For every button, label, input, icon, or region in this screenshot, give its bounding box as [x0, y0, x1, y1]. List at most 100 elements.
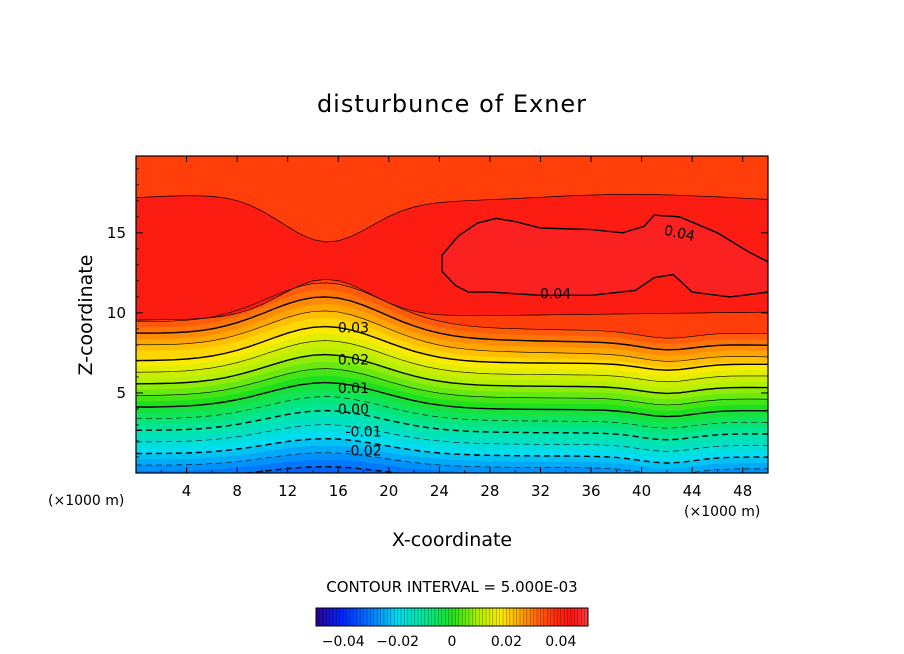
colorbar-cell — [520, 608, 524, 626]
colorbar-cell — [537, 608, 541, 626]
band-30 — [136, 475, 768, 489]
colorbar-cell — [452, 608, 456, 626]
colorbar-cell — [506, 608, 511, 626]
contour-line — [136, 452, 768, 473]
colorbar-cell — [445, 608, 449, 626]
colorbar-tick-label: 0.04 — [545, 634, 576, 650]
colorbar-cell — [377, 608, 381, 626]
colorbar-cell — [503, 608, 507, 626]
x-tick-label: 16 — [329, 482, 348, 500]
contour-label: 0.04 — [540, 287, 571, 303]
colorbar-cell — [339, 608, 344, 626]
x-tick-label: 24 — [430, 482, 449, 500]
band-32 — [136, 475, 768, 489]
colorbar-tick-label: −0.04 — [322, 634, 365, 650]
band-28 — [136, 475, 768, 489]
colorbar-cell — [387, 608, 392, 626]
colorbar-cell — [448, 608, 453, 626]
y-tick-label: 5 — [116, 384, 126, 402]
colorbar-cell — [435, 608, 439, 626]
colorbar-cell — [543, 608, 548, 626]
contour-line — [136, 340, 768, 383]
x-axis-ticks: 4 8 12 16 20 24 28 32 36 40 44 48 — [160, 156, 752, 500]
colorbar-cell — [350, 608, 354, 626]
colorbar-cell — [540, 608, 545, 626]
band-max-region — [441, 215, 768, 297]
colorbar-cell — [499, 608, 504, 626]
colorbar-cell — [455, 608, 460, 626]
colorbar-cell — [414, 608, 419, 626]
contour-line — [136, 368, 768, 406]
x-unit-left: (×1000 m) — [48, 493, 124, 509]
colorbar-cell — [441, 608, 446, 626]
colorbar-cell — [390, 608, 395, 626]
colorbar-tick-label: −0.02 — [376, 634, 419, 650]
x-tick-label: 20 — [379, 482, 398, 500]
contour-label: 0.04 — [662, 223, 696, 245]
colorbar-cell — [316, 608, 320, 626]
x-axis-label: X-coordinate — [392, 529, 512, 551]
colorbar-cell — [319, 608, 324, 626]
colorbar-cell — [360, 608, 364, 626]
contour-label: 0.01 — [338, 381, 369, 397]
contour-label: 0.03 — [338, 320, 369, 336]
y-tick-label: 15 — [107, 224, 126, 242]
contour-line — [136, 296, 768, 351]
contour-line — [136, 409, 768, 441]
colorbar-cell — [336, 608, 341, 626]
colorbar-cell — [489, 608, 494, 626]
colorbar-cell — [560, 608, 565, 626]
colorbar-cell — [363, 608, 368, 626]
colorbar-cell — [333, 608, 337, 626]
colorbar-cell — [492, 608, 497, 626]
colorbar-cell — [462, 608, 466, 626]
x-tick-label: 48 — [733, 482, 752, 500]
contour-line — [136, 396, 768, 429]
contour-label: 0.02 — [338, 352, 369, 368]
colorbar-cell — [496, 608, 500, 626]
colorbar-cell — [469, 608, 473, 626]
colorbar-cell — [554, 608, 558, 626]
colorbar-cell — [526, 608, 531, 626]
colorbar-cell — [421, 608, 426, 626]
contour-labels: 0.04 0.04 0.03 0.02 0.01 0.00 -0.01 -0.02 — [338, 223, 696, 460]
contour-line — [136, 381, 768, 418]
plot-frame — [135, 155, 769, 474]
contour-line — [136, 310, 768, 362]
x-unit-right: (×1000 m) — [684, 504, 760, 520]
contour-line — [136, 481, 768, 498]
colorbar-cell — [397, 608, 402, 626]
colorbar-cell — [516, 608, 521, 626]
contour-label: -0.02 — [345, 444, 381, 460]
x-tick-label: 12 — [278, 482, 297, 500]
contour-line — [136, 437, 768, 464]
colorbar-cell — [407, 608, 412, 626]
colorbar-cell — [564, 608, 568, 626]
colorbar-cell — [418, 608, 422, 626]
colorbar-tick-label: 0 — [448, 634, 457, 650]
x-tick-label: 40 — [632, 482, 651, 500]
contour-label: -0.01 — [345, 424, 381, 440]
contour-line — [136, 282, 768, 339]
colorbar-cell — [584, 608, 589, 626]
colorbar-cell — [509, 608, 514, 626]
colorbar-cell — [438, 608, 443, 626]
colorbar-cell — [571, 608, 575, 626]
colorbar-cell — [550, 608, 555, 626]
x-tick-label: 8 — [232, 482, 242, 500]
contour-label: 0.00 — [338, 402, 369, 418]
colorbar-cell — [547, 608, 551, 626]
colorbar-cell — [356, 608, 361, 626]
colorbar-cell — [581, 608, 585, 626]
colorbar-cell — [465, 608, 470, 626]
contour-line — [136, 424, 768, 452]
colorbar-labels: −0.04 −0.02 0 0.02 0.04 — [322, 634, 577, 650]
colorbar-cell — [475, 608, 480, 626]
colorbar-cell — [380, 608, 385, 626]
colorbar-cell — [373, 608, 378, 626]
contour-lines — [136, 194, 768, 498]
x-tick-label: 32 — [531, 482, 550, 500]
colorbar-cell — [428, 608, 432, 626]
band-26 — [246, 466, 398, 473]
